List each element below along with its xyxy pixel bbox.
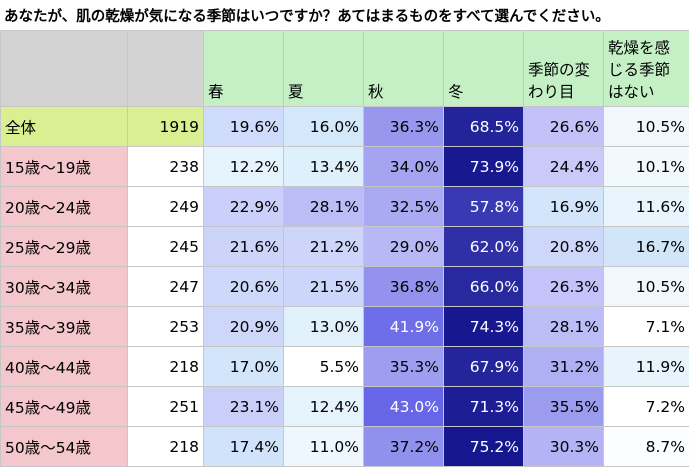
value-cell: 10.5% xyxy=(603,266,689,307)
col-header-season-change: 季節の変わり目 xyxy=(523,30,604,107)
value-cell: 11.9% xyxy=(603,346,689,387)
row-label: 20歳～24歳 xyxy=(0,186,128,227)
value-cell: 16.9% xyxy=(523,186,604,227)
value-cell: 36.3% xyxy=(363,106,444,147)
sample-size-cell: 249 xyxy=(127,186,204,227)
row-label: 35歳～39歳 xyxy=(0,306,128,347)
value-cell: 26.3% xyxy=(523,266,604,307)
col-header-no-season: 乾燥を感じる季節はない xyxy=(603,30,689,107)
row-label: 30歳～34歳 xyxy=(0,266,128,307)
row-label: 45歳～49歳 xyxy=(0,386,128,427)
header-blank-n xyxy=(127,30,204,107)
value-cell: 37.2% xyxy=(363,426,444,467)
value-cell: 22.9% xyxy=(203,186,284,227)
value-cell: 8.7% xyxy=(603,426,689,467)
value-cell: 32.5% xyxy=(363,186,444,227)
col-header-spring: 春 xyxy=(203,30,284,107)
chart-title: あなたが、肌の乾燥が気になる季節はいつですか？あてはまるものをすべて選んでくださ… xyxy=(4,9,610,25)
value-cell: 43.0% xyxy=(363,386,444,427)
value-cell: 13.0% xyxy=(283,306,364,347)
sample-size-cell: 253 xyxy=(127,306,204,347)
row-label: 40歳～44歳 xyxy=(0,346,128,387)
value-cell: 67.9% xyxy=(443,346,524,387)
value-cell: 5.5% xyxy=(283,346,364,387)
value-cell: 21.5% xyxy=(283,266,364,307)
value-cell: 24.4% xyxy=(523,146,604,187)
table-row: 30歳～34歳 247 20.6% 21.5% 36.8% 66.0% 26.3% 10.5% xyxy=(0,266,689,307)
value-cell: 20.6% xyxy=(203,266,284,307)
value-cell: 71.3% xyxy=(443,386,524,427)
value-cell: 21.2% xyxy=(283,226,364,267)
value-cell: 35.5% xyxy=(523,386,604,427)
sample-size-cell: 1919 xyxy=(127,106,204,147)
value-cell: 66.0% xyxy=(443,266,524,307)
value-cell: 41.9% xyxy=(363,306,444,347)
value-cell: 36.8% xyxy=(363,266,444,307)
col-header-summer: 夏 xyxy=(283,30,364,107)
value-cell: 16.7% xyxy=(603,226,689,267)
value-cell: 20.9% xyxy=(203,306,284,347)
sample-size-cell: 247 xyxy=(127,266,204,307)
value-cell: 7.1% xyxy=(603,306,689,347)
col-header-autumn: 秋 xyxy=(363,30,444,107)
table-row: 35歳～39歳 253 20.9% 13.0% 41.9% 74.3% 28.1% 7.1% xyxy=(0,306,689,347)
header-row: 春 夏 秋 冬 季節の変わり目 乾燥を感じる季節はない xyxy=(0,30,689,107)
table-row: 50歳～54歳 218 17.4% 11.0% 37.2% 75.2% 30.3% 8.7% xyxy=(0,426,689,467)
data-table: 春 夏 秋 冬 季節の変わり目 乾燥を感じる季節はない 全体 1919 19.6% 1… xyxy=(0,30,689,467)
value-cell: 75.2% xyxy=(443,426,524,467)
table-row: 25歳～29歳 245 21.6% 21.2% 29.0% 62.0% 20.8% 16.7% xyxy=(0,226,689,267)
value-cell: 29.0% xyxy=(363,226,444,267)
value-cell: 10.5% xyxy=(603,106,689,147)
table-row: 20歳～24歳 249 22.9% 28.1% 32.5% 57.8% 16.9% 11.6% xyxy=(0,186,689,227)
value-cell: 11.6% xyxy=(603,186,689,227)
value-cell: 10.1% xyxy=(603,146,689,187)
value-cell: 17.0% xyxy=(203,346,284,387)
value-cell: 74.3% xyxy=(443,306,524,347)
value-cell: 28.1% xyxy=(283,186,364,227)
value-cell: 26.6% xyxy=(523,106,604,147)
value-cell: 34.0% xyxy=(363,146,444,187)
value-cell: 23.1% xyxy=(203,386,284,427)
value-cell: 19.6% xyxy=(203,106,284,147)
value-cell: 7.2% xyxy=(603,386,689,427)
row-label: 全体 xyxy=(0,106,128,147)
value-cell: 11.0% xyxy=(283,426,364,467)
row-label: 25歳～29歳 xyxy=(0,226,128,267)
value-cell: 68.5% xyxy=(443,106,524,147)
value-cell: 57.8% xyxy=(443,186,524,227)
table-row: 15歳～19歳 238 12.2% 13.4% 34.0% 73.9% 24.4% 10.1% xyxy=(0,146,689,187)
sample-size-cell: 251 xyxy=(127,386,204,427)
value-cell: 21.6% xyxy=(203,226,284,267)
value-cell: 17.4% xyxy=(203,426,284,467)
sample-size-cell: 245 xyxy=(127,226,204,267)
value-cell: 30.3% xyxy=(523,426,604,467)
total-row: 全体 1919 19.6% 16.0% 36.3% 68.5% 26.6% 10.5% xyxy=(0,106,689,147)
value-cell: 35.3% xyxy=(363,346,444,387)
header-blank-label xyxy=(0,30,128,107)
col-header-winter: 冬 xyxy=(443,30,524,107)
table-row: 45歳～49歳 251 23.1% 12.4% 43.0% 71.3% 35.5% 7.2% xyxy=(0,386,689,427)
sample-size-cell: 238 xyxy=(127,146,204,187)
sample-size-cell: 218 xyxy=(127,426,204,467)
value-cell: 13.4% xyxy=(283,146,364,187)
value-cell: 28.1% xyxy=(523,306,604,347)
value-cell: 16.0% xyxy=(283,106,364,147)
table-row: 40歳～44歳 218 17.0% 5.5% 35.3% 67.9% 31.2% 11.9% xyxy=(0,346,689,387)
value-cell: 20.8% xyxy=(523,226,604,267)
sample-size-cell: 218 xyxy=(127,346,204,387)
row-label: 15歳～19歳 xyxy=(0,146,128,187)
row-label: 50歳～54歳 xyxy=(0,426,128,467)
value-cell: 12.4% xyxy=(283,386,364,427)
value-cell: 73.9% xyxy=(443,146,524,187)
value-cell: 62.0% xyxy=(443,226,524,267)
value-cell: 12.2% xyxy=(203,146,284,187)
value-cell: 31.2% xyxy=(523,346,604,387)
